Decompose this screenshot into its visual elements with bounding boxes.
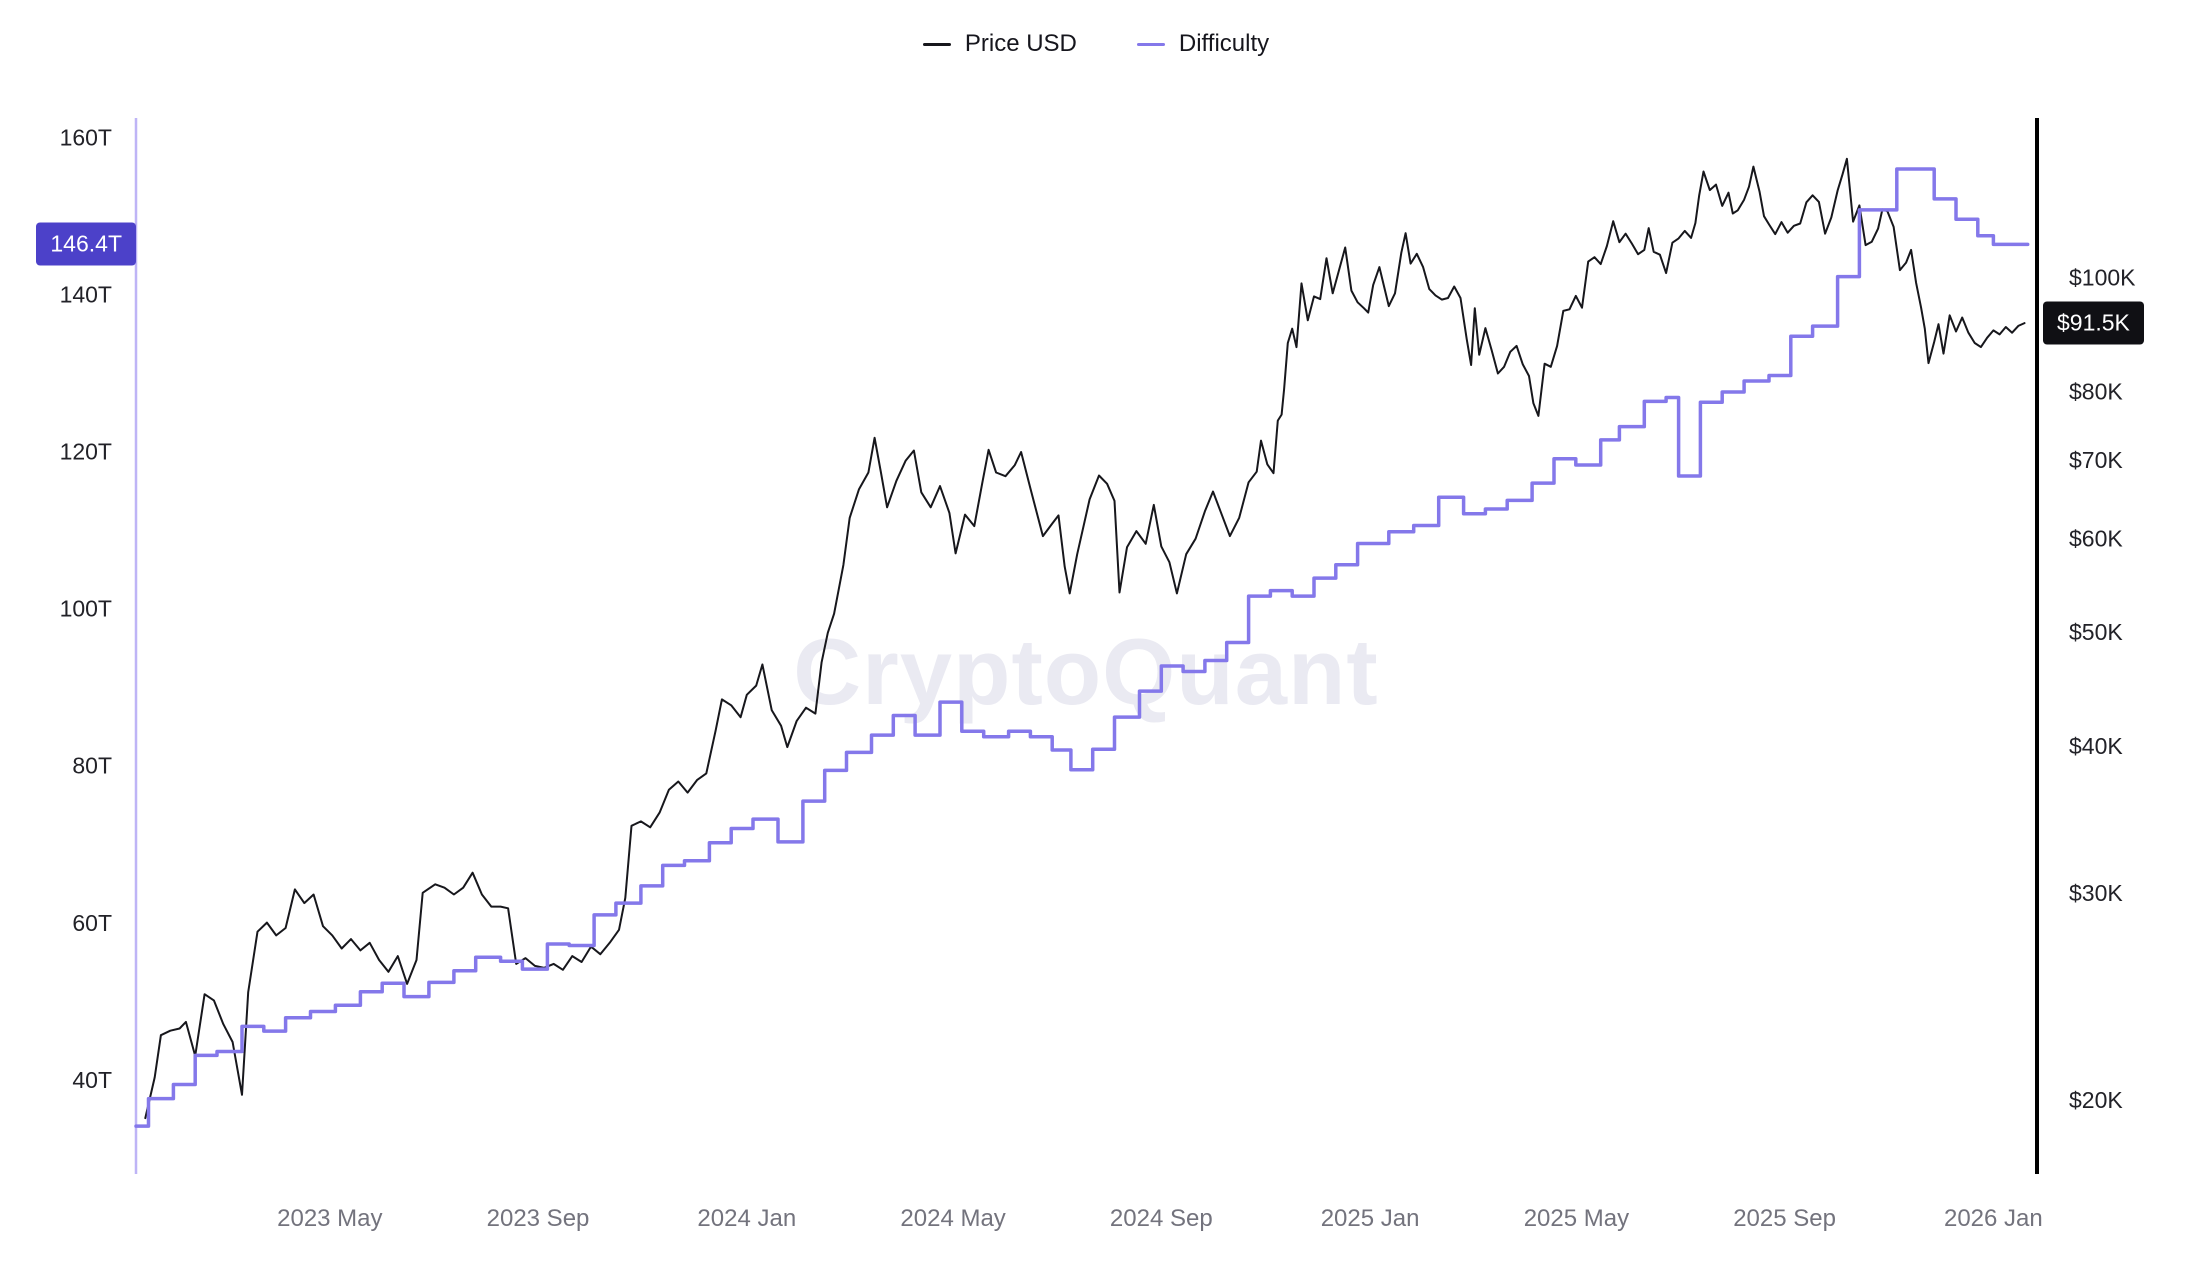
legend-label-difficulty: Difficulty [1178, 30, 1270, 57]
x-axis-tick-label: 2024 May [900, 1205, 1005, 1232]
left-axis-tick-label: 120T [60, 439, 112, 465]
x-axis-tick-label: 2023 Sep [487, 1205, 590, 1232]
left-axis-tick-label: 160T [60, 125, 112, 151]
left-axis-tick-label: 140T [60, 282, 112, 308]
right-axis-tick-label: $80K [2069, 379, 2123, 405]
x-axis-tick-label: 2023 May [277, 1205, 382, 1232]
left-axis-tick-label: 60T [72, 910, 112, 936]
legend-label-price-usd: Price USD [964, 30, 1077, 57]
price-current-value-badge: $91.5K [2043, 301, 2144, 345]
x-axis-tick-label: 2025 May [1524, 1205, 1629, 1232]
legend-item-difficulty[interactable]: Difficulty [1136, 30, 1270, 58]
right-axis-tick-label: $50K [2069, 619, 2123, 645]
price-line-swatch-icon [922, 42, 951, 46]
right-axis-tick-label: $20K [2069, 1087, 2123, 1113]
x-axis-tick-label: 2025 Jan [1321, 1205, 1420, 1232]
left-axis-tick-label: 100T [60, 596, 112, 622]
price-series-line [144, 157, 2026, 1120]
right-axis-tick-label: $100K [2069, 265, 2136, 291]
x-axis-tick-label: 2024 Jan [697, 1205, 796, 1232]
right-axis-tick-label: $30K [2069, 880, 2123, 906]
chart-legend: Price USD Difficulty [0, 30, 2192, 58]
difficulty-series-line [134, 167, 2030, 1128]
left-axis-tick-label: 80T [72, 753, 112, 779]
x-axis-tick-label: 2024 Sep [1110, 1205, 1213, 1232]
legend-item-price-usd[interactable]: Price USD [922, 30, 1077, 58]
right-axis-tick-label: $60K [2069, 526, 2123, 552]
right-axis-tick-label: $70K [2069, 447, 2123, 473]
difficulty-line-swatch-icon [1136, 42, 1165, 46]
x-axis-tick-label: 2025 Sep [1733, 1205, 1836, 1232]
x-axis-tick-label: 2026 Jan [1944, 1205, 2043, 1232]
difficulty-current-value-badge: 146.4T [36, 222, 136, 266]
right-axis-tick-label: $40K [2069, 733, 2123, 759]
left-axis-tick-label: 40T [72, 1067, 112, 1093]
